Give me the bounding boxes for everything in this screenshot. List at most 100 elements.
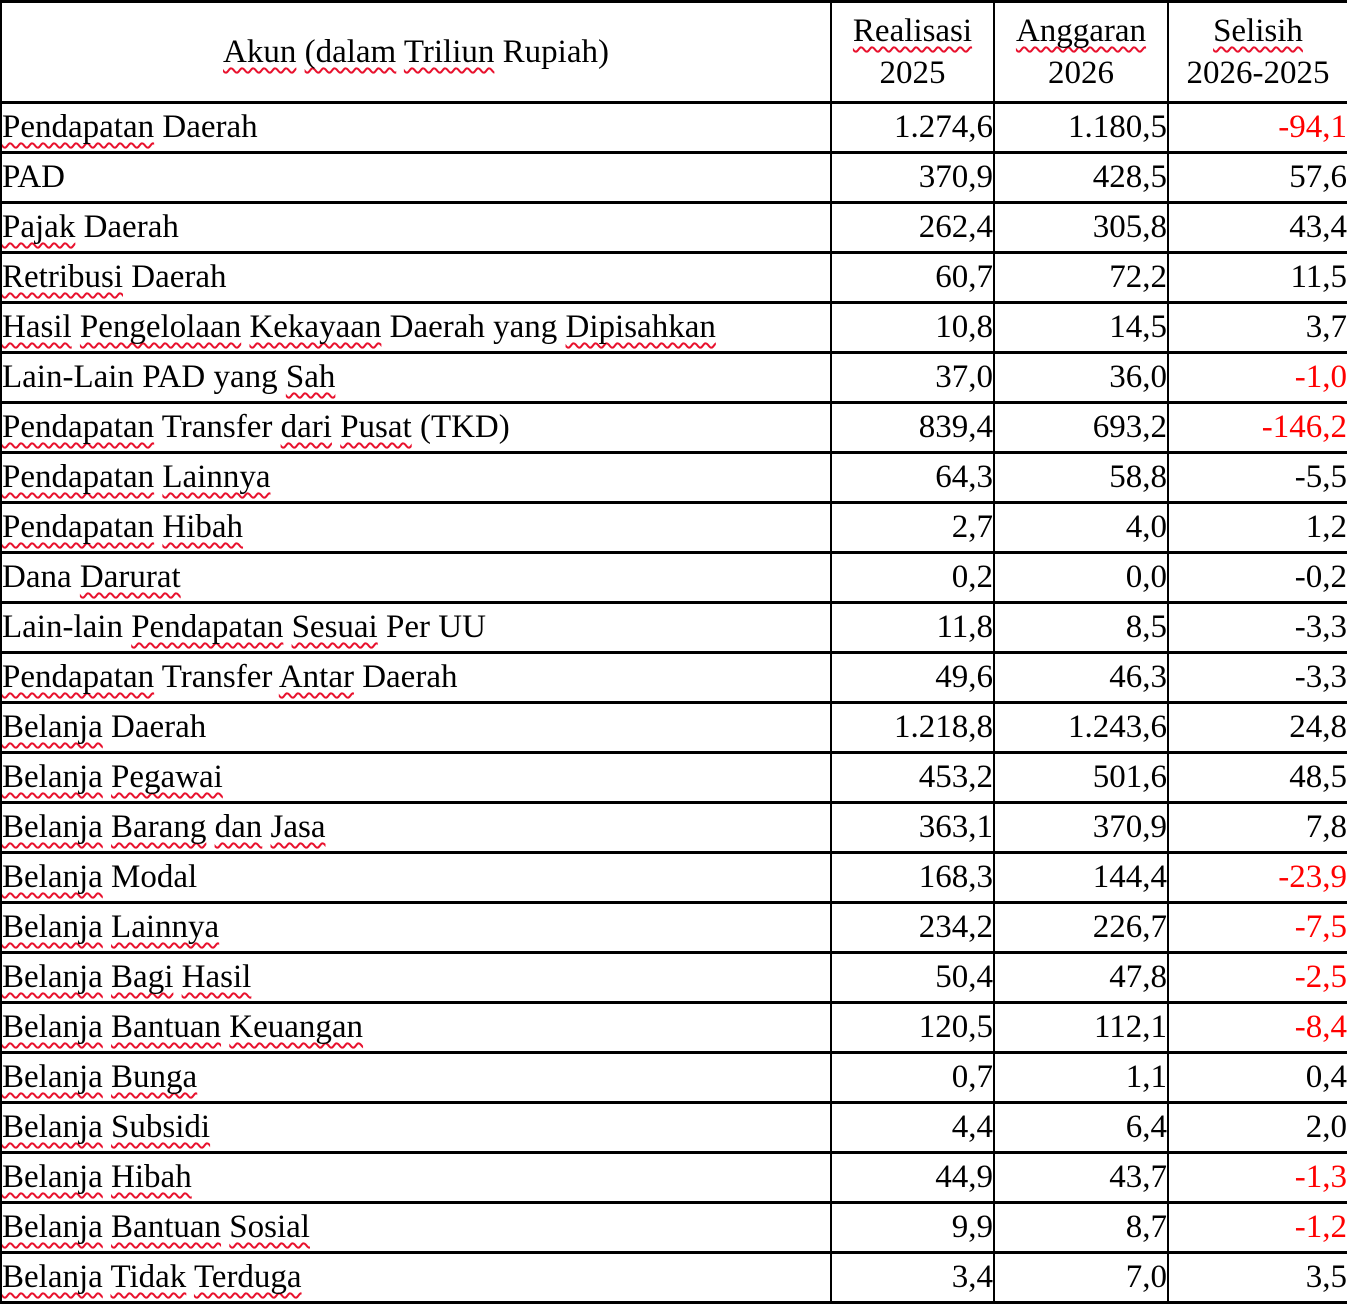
realisasi-value-cell: 370,9 (830, 151, 995, 204)
misspelling-squiggle-word: Realisasi (852, 13, 973, 49)
misspelling-squiggle-word: Belanja (2, 709, 103, 745)
anggaran-value-cell: 693,2 (993, 401, 1169, 454)
anggaran-value-cell: 370,9 (993, 801, 1169, 854)
realisasi-value-cell: 1.218,8 (830, 701, 995, 754)
word: Per (385, 609, 430, 645)
table-row: Lain-lain Pendapatan Sesuai Per UU 11,8 8,… (0, 601, 1347, 654)
misspelling-squiggle-word: Belanja (2, 759, 103, 795)
word: PAD (2, 159, 65, 195)
misspelling-squiggle-word: Tidak (110, 1259, 187, 1295)
selisih-value-cell: -1,3 (1167, 1151, 1347, 1204)
anggaran-value-cell: 112,1 (993, 1001, 1169, 1054)
selisih-value-cell: 11,5 (1167, 251, 1347, 304)
selisih-value-cell: -2,5 (1167, 951, 1347, 1004)
misspelling-squiggle-word: Belanja (2, 1209, 103, 1245)
column-header-selisih: Selisih 2026-2025 (1167, 0, 1347, 104)
anggaran-value-cell: 8,5 (993, 601, 1169, 654)
misspelling-squiggle-word: Belanja (2, 1159, 103, 1195)
realisasi-value-cell: 37,0 (830, 351, 995, 404)
misspelling-squiggle-word: dan (214, 809, 263, 845)
misspelling-squiggle-word: Kekayaan (249, 309, 382, 345)
table-row: Belanja Bagi Hasil 50,4 47,8 -2,5 (0, 951, 1347, 1004)
selisih-value-cell: -1,2 (1167, 1201, 1347, 1254)
anggaran-value-cell: 14,5 (993, 301, 1169, 354)
account-name-cell: PAD (0, 151, 832, 204)
column-header-anggaran-label: Anggaran (996, 10, 1166, 52)
account-name-cell: Hasil Pengelolaan Kekayaan Daerah yang D… (0, 301, 832, 354)
selisih-value-cell: -3,3 (1167, 651, 1347, 704)
table-row: Lain-Lain PAD yang Sah 37,0 36,0 -1,0 (0, 351, 1347, 404)
anggaran-value-cell: 226,7 (993, 901, 1169, 954)
realisasi-value-cell: 234,2 (830, 901, 995, 954)
misspelling-squiggle-word: Belanja (2, 1259, 103, 1295)
misspelling-squiggle-word: Belanja (2, 909, 103, 945)
misspelling-squiggle-word: Bagi (111, 959, 174, 995)
table-row: Pendapatan Transfer Antar Daerah 49,6 46,3… (0, 651, 1347, 704)
misspelling-squiggle-word: Belanja (2, 959, 103, 995)
word: Lain-lain (2, 609, 123, 645)
misspelling-squiggle-word: Sah (285, 359, 336, 395)
selisih-value-cell: 3,5 (1167, 1251, 1347, 1304)
anggaran-value-cell: 4,0 (993, 501, 1169, 554)
realisasi-value-cell: 50,4 (830, 951, 995, 1004)
account-name-cell: Belanja Bagi Hasil (0, 951, 832, 1004)
misspelling-squiggle-word: Keuangan (229, 1009, 364, 1045)
misspelling-squiggle-word: Akun (223, 34, 297, 70)
realisasi-value-cell: 4,4 (830, 1101, 995, 1154)
selisih-value-cell: -0,2 (1167, 551, 1347, 604)
account-name-cell: Pendapatan Hibah (0, 501, 832, 554)
word: Daerah (389, 309, 485, 345)
table-row: Pendapatan Lainnya 64,3 58,8 -5,5 (0, 451, 1347, 504)
account-name-cell: Belanja Bantuan Sosial (0, 1201, 832, 1254)
table-body: Pendapatan Daerah 1.274,6 1.180,5 -94,1 PAD 3… (0, 101, 1347, 1304)
table-row: Pendapatan Hibah 2,7 4,0 1,2 (0, 501, 1347, 554)
column-header-realisasi-label: Realisasi (833, 10, 992, 52)
table-row: Belanja Lainnya 234,2 226,7 -7,5 (0, 901, 1347, 954)
anggaran-value-cell: 8,7 (993, 1201, 1169, 1254)
column-header-anggaran-year: 2026 (1048, 55, 1114, 91)
misspelling-squiggle-word: Retribusi (2, 259, 123, 295)
table-row: Belanja Daerah 1.218,8 1.243,6 24,8 (0, 701, 1347, 754)
table-row: Pendapatan Transfer dari Pusat (TKD) 839,… (0, 401, 1347, 454)
misspelling-squiggle-word: Hibah (162, 509, 244, 545)
anggaran-value-cell: 36,0 (993, 351, 1169, 404)
selisih-value-cell: 48,5 (1167, 751, 1347, 804)
realisasi-value-cell: 839,4 (830, 401, 995, 454)
anggaran-value-cell: 58,8 (993, 451, 1169, 504)
misspelling-squiggle-word: Bunga (111, 1059, 198, 1095)
misspelling-squiggle-word: Pendapatan (2, 409, 155, 445)
selisih-value-cell: -3,3 (1167, 601, 1347, 654)
realisasi-value-cell: 120,5 (830, 1001, 995, 1054)
selisih-value-cell: -146,2 (1167, 401, 1347, 454)
realisasi-value-cell: 10,8 (830, 301, 995, 354)
misspelling-squiggle-word: Hibah (111, 1159, 192, 1195)
anggaran-value-cell: 6,4 (993, 1101, 1169, 1154)
column-header-selisih-label: Selisih (1170, 10, 1346, 52)
anggaran-value-cell: 1,1 (993, 1051, 1169, 1104)
column-header-akun-label: Akun (dalam Triliun Rupiah) (3, 31, 829, 73)
word: Transfer (161, 409, 273, 445)
account-name-cell: Belanja Barang dan Jasa (0, 801, 832, 854)
table-row: Belanja Subsidi 4,4 6,4 2,0 (0, 1101, 1347, 1154)
realisasi-value-cell: 2,7 (830, 501, 995, 554)
realisasi-value-cell: 1.274,6 (830, 101, 995, 154)
column-header-anggaran: Anggaran 2026 (993, 0, 1169, 104)
misspelling-squiggle-word: Sesuai (291, 609, 378, 645)
account-name-cell: Pendapatan Lainnya (0, 451, 832, 504)
account-name-cell: Dana Darurat (0, 551, 832, 604)
word: Daerah (162, 109, 258, 145)
anggaran-value-cell: 0,0 (993, 551, 1169, 604)
account-name-cell: Belanja Bantuan Keuangan (0, 1001, 832, 1054)
word: (TKD) (419, 409, 510, 445)
misspelling-squiggle-word: Anggaran (1015, 13, 1147, 49)
realisasi-value-cell: 9,9 (830, 1201, 995, 1254)
table-row: Belanja Barang dan Jasa 363,1 370,9 7,8 (0, 801, 1347, 854)
account-name-cell: Lain-lain Pendapatan Sesuai Per UU (0, 601, 832, 654)
word: Dana (2, 559, 72, 595)
anggaran-value-cell: 144,4 (993, 851, 1169, 904)
realisasi-value-cell: 64,3 (830, 451, 995, 504)
account-name-cell: Pendapatan Transfer Antar Daerah (0, 651, 832, 704)
word: Daerah (111, 709, 207, 745)
realisasi-value-cell: 168,3 (830, 851, 995, 904)
account-name-cell: Belanja Subsidi (0, 1101, 832, 1154)
